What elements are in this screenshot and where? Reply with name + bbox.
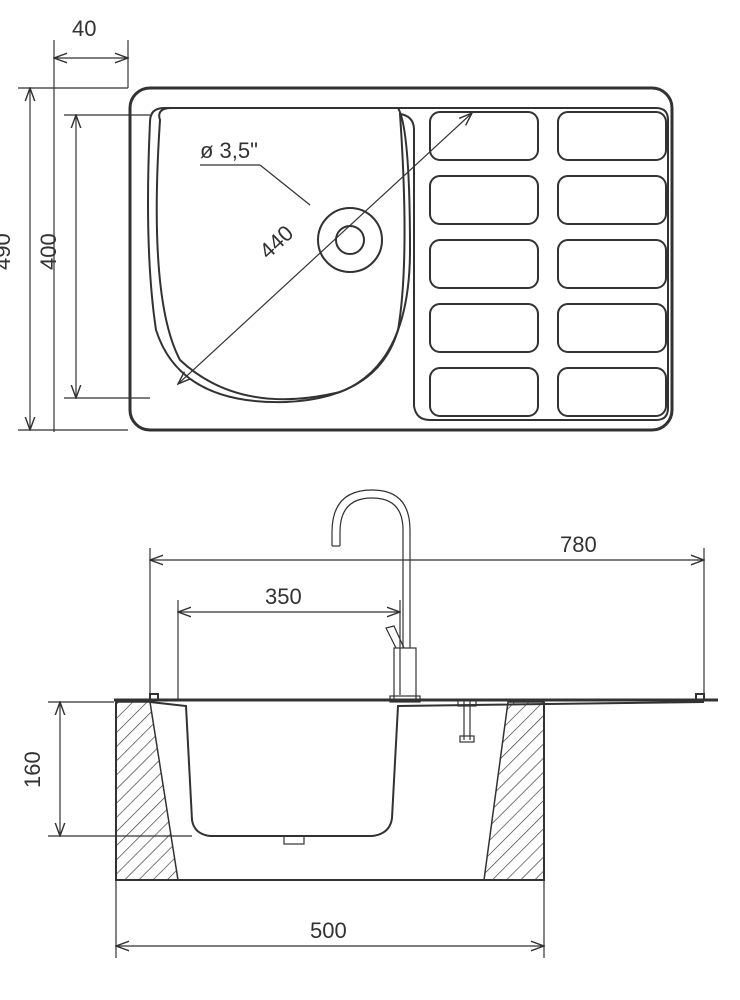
dim-780: 780 <box>150 532 704 700</box>
dim-400-label: 400 <box>36 233 61 270</box>
cabinet-outline <box>116 702 544 880</box>
sink-profile <box>150 702 704 836</box>
dim-160-label: 160 <box>20 751 45 788</box>
dim-490: 490 <box>0 88 128 430</box>
dim-440-label: 440 <box>254 220 298 263</box>
drawing-canvas: 40 490 400 ø 3,5" 440 <box>0 0 740 1000</box>
dim-780-label: 780 <box>560 532 597 557</box>
dim-drain-label: ø 3,5" <box>200 138 258 163</box>
dim-500: 500 <box>116 880 544 958</box>
top-view: 40 490 400 ø 3,5" 440 <box>0 16 672 432</box>
dim-400: 400 <box>36 115 150 398</box>
faucet <box>332 490 420 702</box>
drain-outer-circle <box>318 208 382 272</box>
drain-inner-circle <box>336 226 364 254</box>
faucet-stud <box>458 700 476 742</box>
dim-40-label: 40 <box>72 16 96 41</box>
dim-500-label: 500 <box>310 918 347 943</box>
side-view: 780 350 160 <box>20 490 718 958</box>
dim-drain-diameter: ø 3,5" <box>200 138 310 205</box>
cabinet-right-section <box>484 702 544 880</box>
drain-stub <box>284 836 304 844</box>
cabinet-left-section <box>116 702 178 880</box>
dim-40: 40 <box>54 16 128 432</box>
dim-490-label: 490 <box>0 233 15 270</box>
dim-350: 350 <box>178 584 400 700</box>
dim-350-label: 350 <box>265 584 302 609</box>
drainboard-grid <box>430 112 666 416</box>
bowl-outline <box>157 108 410 399</box>
